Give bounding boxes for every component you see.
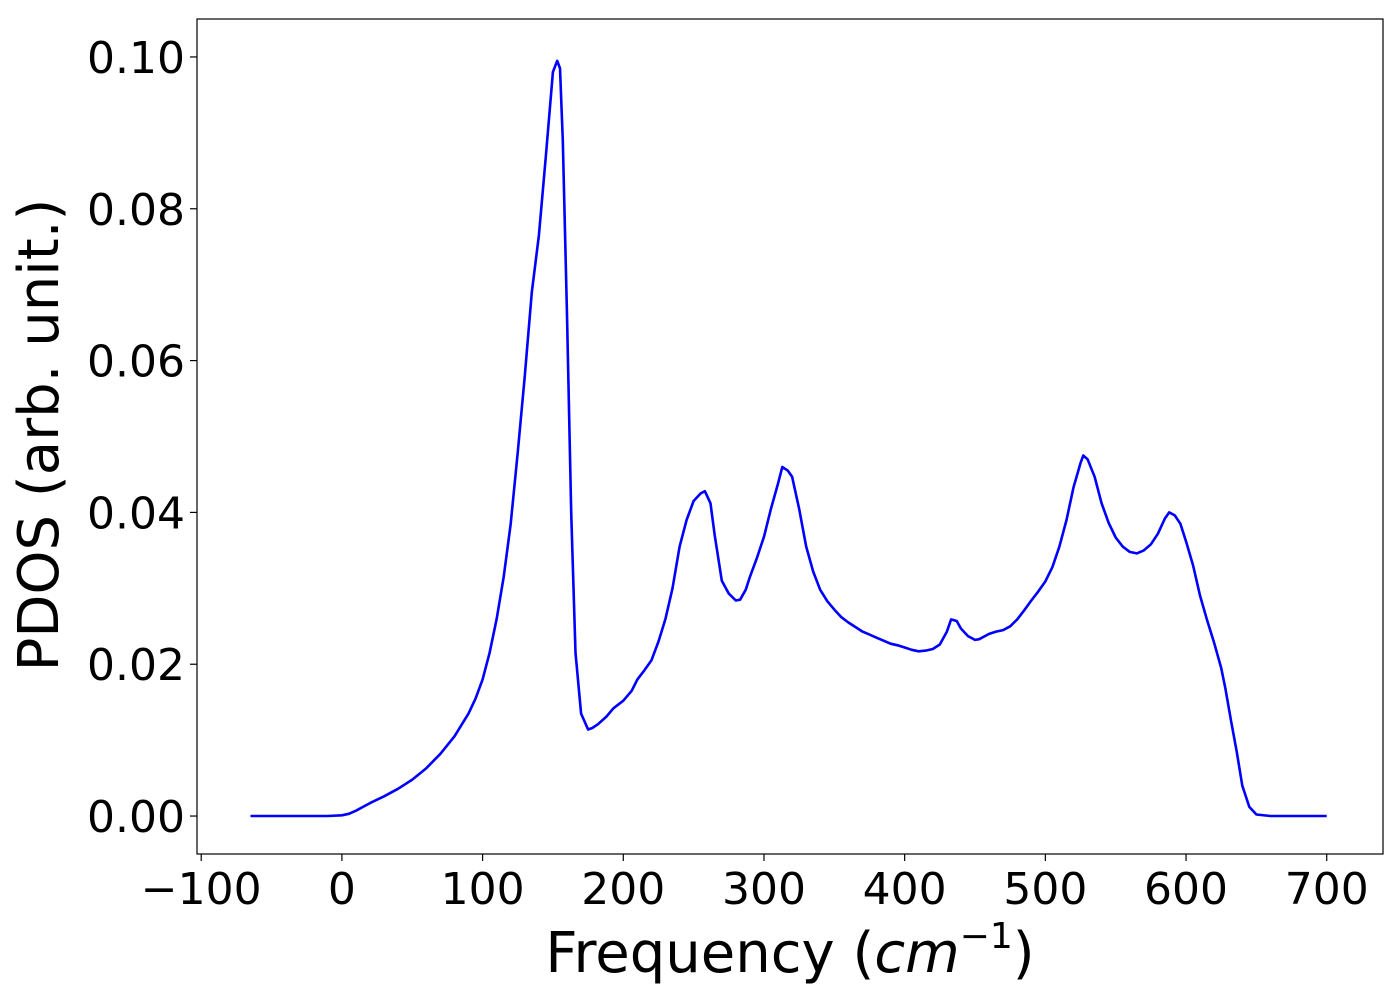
series-line-0 <box>250 59 1327 818</box>
y-axis: 0.00 0.02 0.04 0.06 0.08 0.10 <box>87 33 197 843</box>
plot-frame <box>196 18 1384 855</box>
x-tick-label: 100 <box>441 864 525 915</box>
y-tick-label: 0.10 <box>87 33 185 84</box>
x-tick-label: 700 <box>1285 864 1369 915</box>
x-tick-label: 500 <box>1003 864 1087 915</box>
y-tick-label: 0.06 <box>87 337 185 388</box>
x-axis: −100 0 100 200 300 400 500 600 700 <box>141 854 1369 915</box>
x-tick-label: 600 <box>1144 864 1228 915</box>
y-tick-label: 0.08 <box>87 185 185 236</box>
y-tick-label: 0.02 <box>87 640 185 691</box>
x-tick-label: 200 <box>581 864 665 915</box>
y-axis-label: PDOS (arb. unit.) <box>7 199 72 672</box>
y-tick-label: 0.04 <box>87 488 185 539</box>
plot-area <box>196 18 1384 855</box>
x-tick-label: −100 <box>141 864 262 915</box>
x-tick-label: 0 <box>328 864 356 915</box>
x-axis-label: Frequency (cm−1) <box>545 916 1034 986</box>
x-tick-label: 300 <box>722 864 806 915</box>
x-tick-label: 400 <box>863 864 947 915</box>
y-tick-label: 0.00 <box>87 792 185 843</box>
